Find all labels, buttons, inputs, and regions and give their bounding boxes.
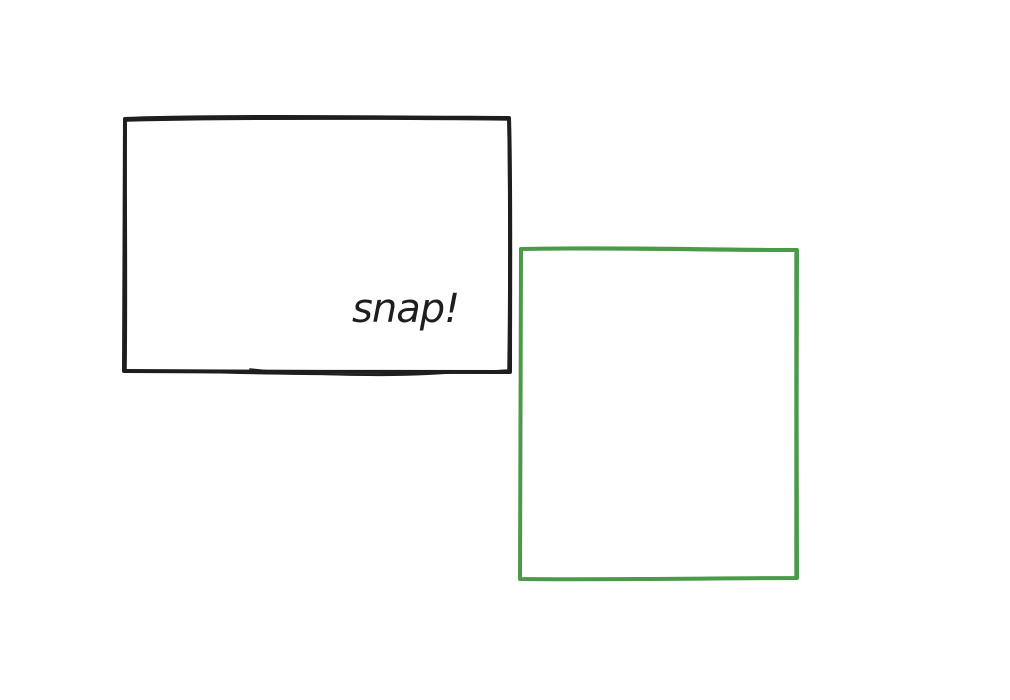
snap-label: snap! xyxy=(352,286,459,332)
green-rectangle-sketch-stroke xyxy=(522,249,797,578)
black-rectangle-sketch-stroke xyxy=(125,118,510,376)
black-rectangle-outline xyxy=(122,115,513,374)
black-rectangle[interactable]: snap! xyxy=(122,115,513,377)
green-rectangle[interactable] xyxy=(518,246,799,582)
green-rectangle-outline xyxy=(518,246,799,582)
black-rectangle-bottom-double-line xyxy=(249,368,471,377)
